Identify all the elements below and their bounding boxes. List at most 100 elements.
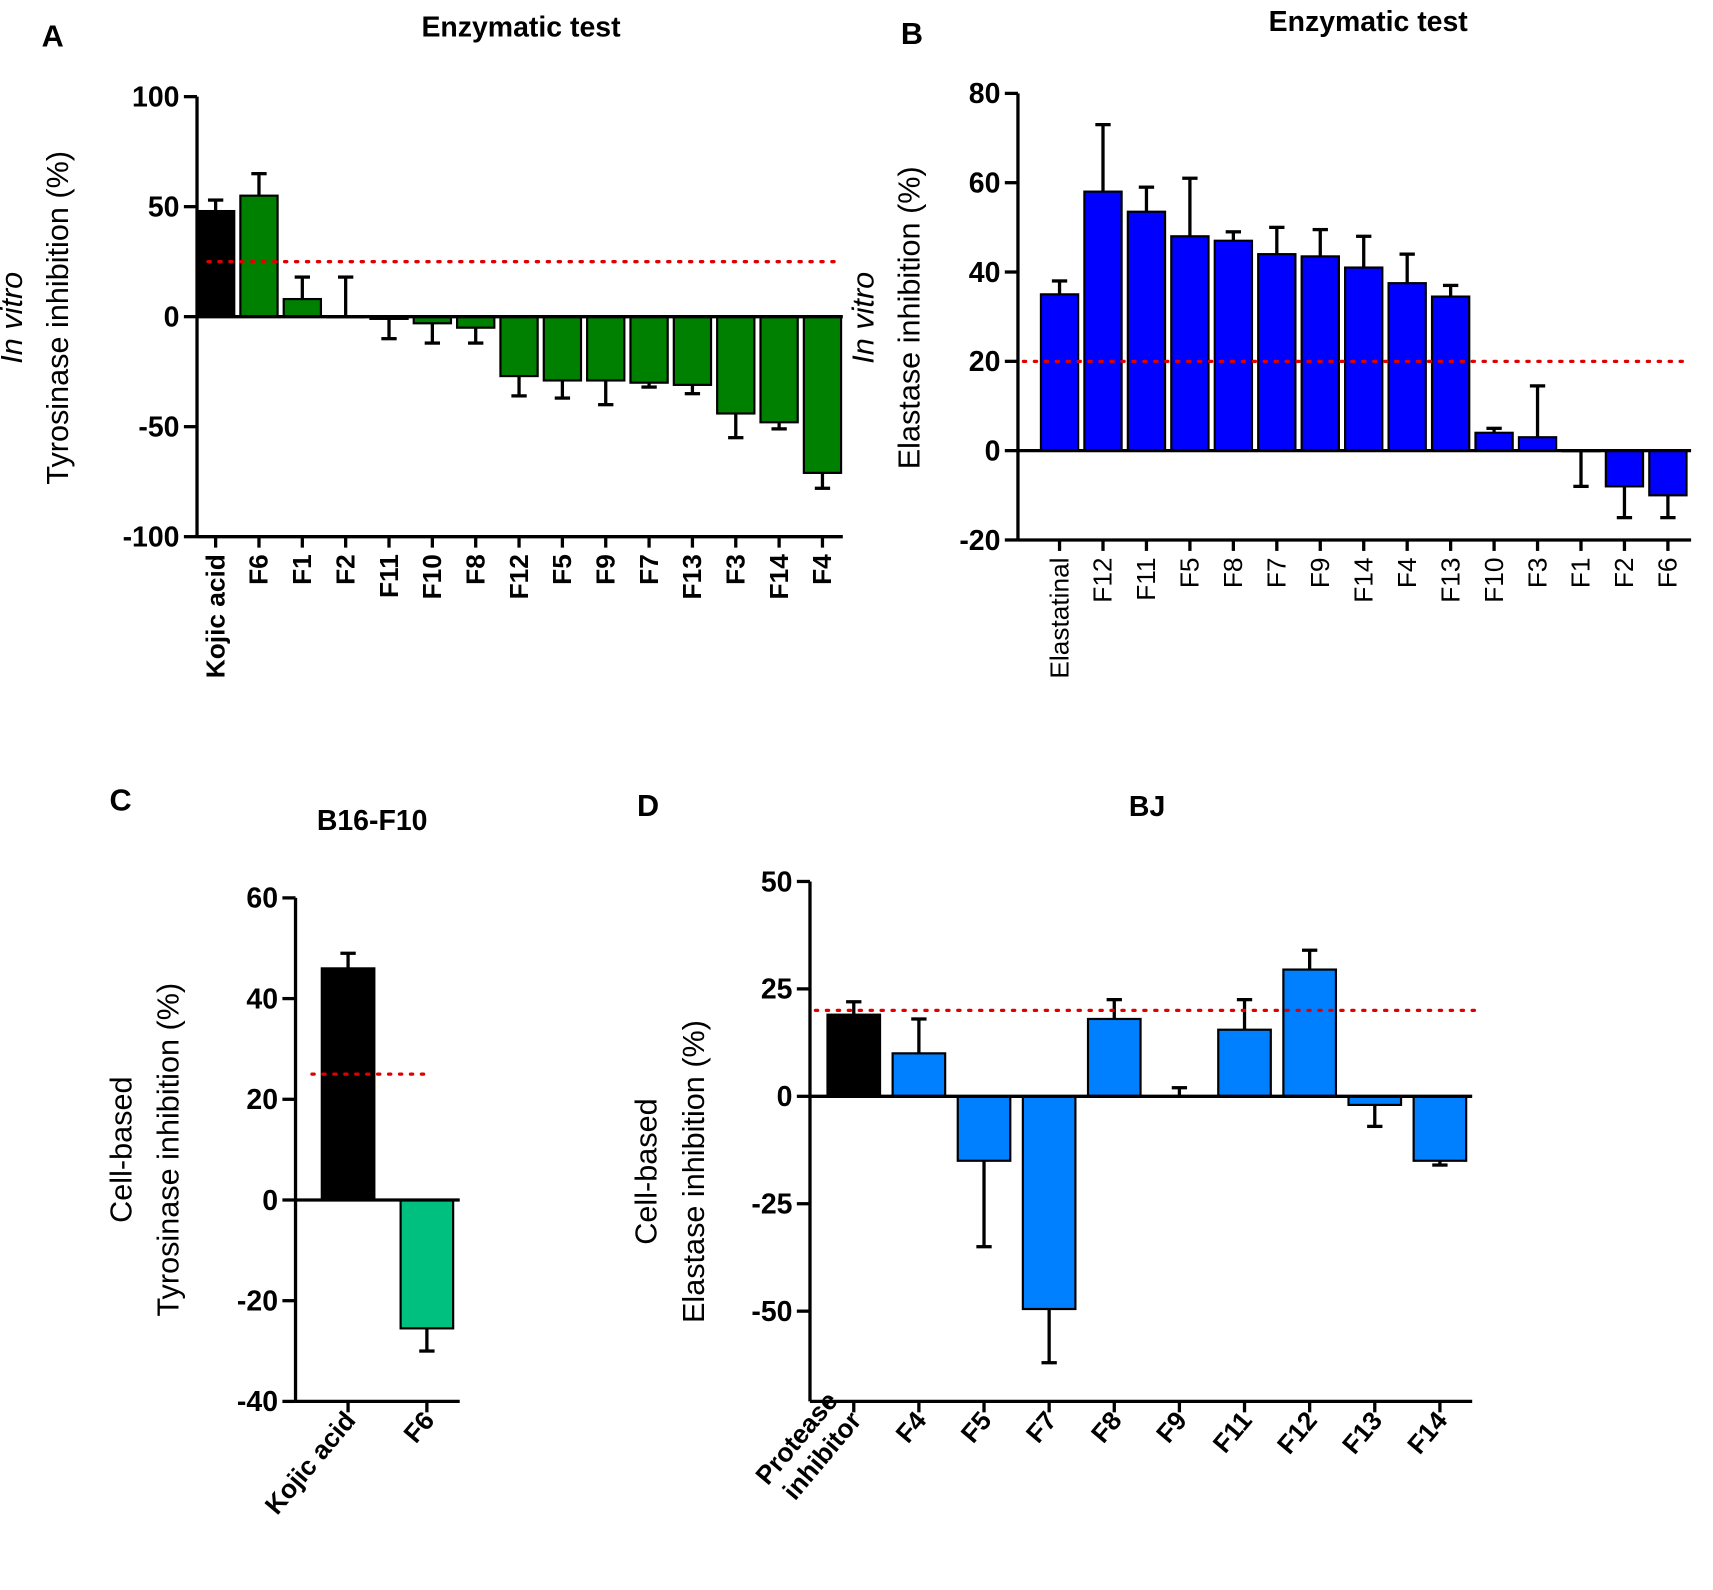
x-tick-label: F10 [1479, 557, 1509, 602]
bar [1083, 190, 1123, 452]
x-tick-label: F7 [634, 554, 664, 585]
bar [1387, 282, 1427, 452]
x-tick-label: F12 [1271, 1406, 1323, 1460]
x-tick-label: F13 [677, 554, 707, 599]
bar [1604, 449, 1645, 488]
bar [542, 315, 583, 382]
x-tick-label: F1 [1566, 557, 1596, 588]
x-tick-label: F11 [1207, 1406, 1258, 1459]
bar [759, 315, 799, 424]
bar [239, 194, 279, 318]
bar [320, 967, 376, 1202]
y-tick-label: 0 [164, 302, 180, 334]
x-tick-label: F3 [1522, 557, 1552, 588]
y-axis-label: Tyrosinase inhibition (%) [41, 151, 75, 485]
y-tick-label: 80 [969, 78, 1001, 110]
x-tick-label: F7 [1262, 557, 1292, 588]
panel-letter: D [637, 789, 659, 823]
bar [1282, 968, 1338, 1098]
y-tick-label: -100 [123, 522, 180, 554]
x-tick-label: F12 [504, 554, 534, 599]
panel-letter: C [109, 783, 131, 817]
y-tick-label: 0 [777, 1081, 793, 1113]
bar [1021, 1095, 1077, 1311]
bar [499, 315, 539, 378]
panel-b: B Enzymatic test In vitro Elastase inhibiti… [846, 6, 1693, 679]
bar [399, 1198, 455, 1330]
x-tick-label: F7 [1020, 1406, 1063, 1449]
bar [956, 1095, 1012, 1162]
x-tick-label: Proteaseinhibitor [749, 1386, 867, 1510]
y-tick-label: 50 [148, 192, 180, 224]
y-tick-label: -20 [959, 525, 1000, 557]
y-axis-label-line1: Cell-based [630, 1098, 664, 1244]
bar [1412, 1095, 1468, 1162]
bar [1170, 235, 1210, 452]
x-tick-label: F5 [547, 554, 577, 585]
x-tick-label: F9 [1305, 557, 1335, 588]
y-axis-label-line1: In vitro [846, 272, 880, 364]
x-tick-label: F2 [1609, 557, 1639, 588]
bar [282, 297, 323, 318]
x-tick-label: F4 [1392, 557, 1422, 588]
y-tick-label: 100 [132, 82, 179, 114]
bar [1430, 295, 1471, 452]
bar [1344, 266, 1384, 452]
y-axis-label-line1: Cell-based [104, 1076, 138, 1222]
x-tick-label: F6 [244, 554, 274, 585]
bar [1086, 1017, 1142, 1098]
x-tick-label: Kojic acid [200, 554, 230, 678]
x-tick-label: F4 [807, 554, 837, 585]
panel-d: D BJ Cell-based Elastase inhibition (%) Prot… [630, 789, 1480, 1510]
x-tick-label: F3 [721, 554, 751, 585]
y-tick-label: 40 [969, 257, 1001, 289]
x-tick-label: F9 [590, 554, 620, 585]
y-tick-label: 20 [969, 346, 1001, 378]
bar [1257, 253, 1297, 452]
x-tick-label: F12 [1088, 557, 1118, 602]
bar [1474, 431, 1514, 452]
y-tick-label: -40 [237, 1386, 278, 1418]
panel-c: C B16-F10 Cell-based Tyrosinase inhibition … [104, 783, 460, 1520]
panel-a: A Enzymatic test In vitro Tyrosinase inhibi… [0, 11, 845, 678]
y-tick-label: -20 [237, 1286, 278, 1318]
y-tick-label: -25 [751, 1189, 792, 1221]
y-axis-label: Elastase inhibition (%) [677, 1020, 711, 1323]
x-tick-label: F10 [417, 554, 447, 599]
bar [1648, 449, 1688, 497]
bar [716, 315, 756, 415]
panel-letter: A [42, 19, 64, 53]
y-tick-label: 25 [761, 974, 793, 1006]
x-tick-label: F11 [1131, 557, 1161, 600]
y-tick-label: -50 [138, 412, 179, 444]
y-tick-label: 20 [246, 1084, 278, 1116]
x-tick-label: F11 [374, 554, 404, 598]
bar [1213, 239, 1254, 452]
x-tick-label: F9 [1150, 1406, 1193, 1449]
x-tick-label: F4 [890, 1405, 933, 1448]
bar [1039, 293, 1080, 452]
bar [629, 315, 669, 384]
chart-title: BJ [1129, 791, 1165, 823]
x-tick-label: F14 [764, 554, 794, 600]
x-tick-label: F5 [1175, 557, 1205, 588]
x-tick-label: Elastatinal [1044, 557, 1074, 678]
bar [826, 1013, 882, 1098]
bar [1126, 210, 1167, 452]
x-tick-label: F6 [398, 1406, 441, 1449]
x-tick-label: F6 [1653, 557, 1683, 588]
chart-title: Enzymatic test [1269, 6, 1469, 38]
y-axis-label: Elastase inhibition (%) [892, 166, 926, 469]
y-tick-label: 60 [969, 168, 1001, 200]
bar [1217, 1028, 1272, 1098]
bar [586, 315, 626, 382]
x-tick-label: Kojic acid [259, 1406, 362, 1520]
bar [891, 1052, 947, 1098]
x-tick-label: F8 [1085, 1406, 1128, 1449]
panel-letter: B [901, 17, 923, 51]
y-tick-label: 50 [761, 866, 793, 898]
bar [195, 209, 236, 318]
y-axis-label: Tyrosinase inhibition (%) [151, 983, 185, 1317]
y-tick-label: -50 [751, 1296, 792, 1328]
